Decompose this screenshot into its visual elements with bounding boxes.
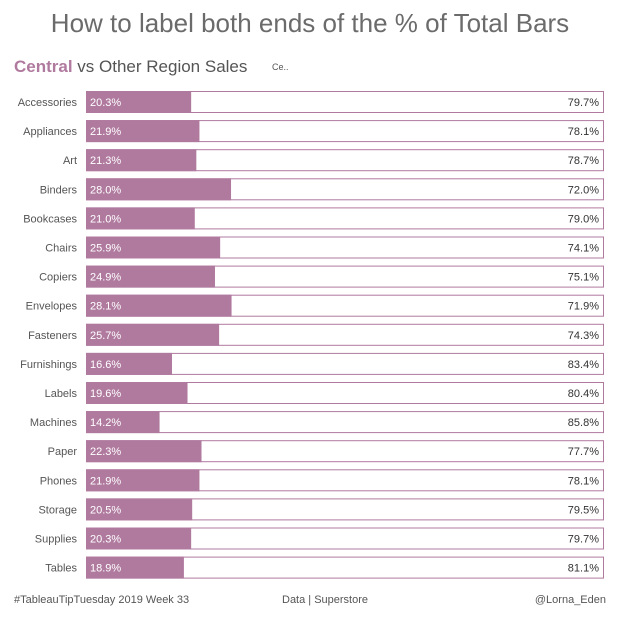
bar-central-bookcases[interactable] [86, 207, 195, 230]
label-central-machines: 14.2% [90, 417, 121, 429]
label-central-fasteners: 25.7% [90, 330, 121, 342]
label-other-fasteners: 74.3% [568, 330, 599, 342]
bar-central-accessories[interactable] [86, 91, 192, 113]
category-label-appliances: Appliances [23, 126, 77, 138]
category-label-bookcases: Bookcases [23, 213, 77, 225]
bar-central-fasteners[interactable] [86, 323, 220, 346]
bar-central-tables[interactable] [86, 556, 184, 579]
chart-subtitle: Central vs Other Region Sales [14, 57, 247, 77]
label-central-binders: 28.0% [90, 184, 121, 196]
footer-data-source: Data | Superstore [282, 594, 369, 606]
bar-central-furnishings[interactable] [86, 352, 172, 375]
bar-central-copiers[interactable] [86, 265, 215, 288]
category-label-accessories: Accessories [18, 97, 78, 109]
bar-central-supplies[interactable] [86, 527, 192, 550]
label-other-furnishings: 83.4% [568, 359, 599, 371]
category-label-furnishings: Furnishings [20, 359, 77, 371]
label-other-chairs: 74.1% [568, 243, 599, 255]
category-label-phones: Phones [40, 475, 78, 487]
label-central-tables: 18.9% [90, 563, 121, 575]
bar-central-chairs[interactable] [86, 236, 221, 259]
category-label-paper: Paper [48, 446, 78, 458]
label-other-binders: 72.0% [568, 184, 599, 196]
label-other-appliances: 78.1% [568, 126, 599, 138]
bar-central-storage[interactable] [86, 498, 193, 521]
subtitle-accent: Central [14, 57, 73, 76]
subtitle-rest: vs Other Region Sales [72, 57, 248, 76]
bar-central-paper[interactable] [86, 440, 202, 463]
bar-other-machines[interactable] [86, 411, 604, 434]
label-central-envelopes: 28.1% [90, 301, 121, 313]
label-other-paper: 77.7% [568, 446, 599, 458]
category-label-copiers: Copiers [39, 272, 77, 284]
label-other-machines: 85.8% [568, 417, 599, 429]
label-central-phones: 21.9% [90, 475, 121, 487]
label-central-storage: 20.5% [90, 504, 121, 516]
label-other-bookcases: 79.0% [568, 213, 599, 225]
category-label-fasteners: Fasteners [28, 330, 77, 342]
label-central-art: 21.3% [90, 155, 121, 167]
category-label-labels: Labels [45, 388, 78, 400]
bar-central-appliances[interactable] [86, 120, 200, 143]
label-central-chairs: 25.9% [90, 243, 121, 255]
label-central-supplies: 20.3% [90, 534, 121, 546]
label-central-copiers: 24.9% [90, 272, 121, 284]
chart-title: How to label both ends of the % of Total… [50, 8, 570, 38]
category-label-storage: Storage [38, 504, 77, 516]
bar-chart: Accessories 20.3% 79.7% Appliances 21.9% 78.1… [18, 91, 604, 579]
label-other-copiers: 75.1% [568, 272, 599, 284]
bar-central-labels[interactable] [86, 382, 188, 404]
label-other-supplies: 79.7% [568, 534, 599, 546]
footer-hashtag: #TableauTipTuesday 2019 Week 33 [14, 594, 190, 606]
category-label-tables: Tables [45, 563, 77, 575]
label-central-paper: 22.3% [90, 446, 121, 458]
category-label-art: Art [63, 155, 77, 167]
label-other-art: 78.7% [568, 155, 599, 167]
bar-central-binders[interactable] [86, 178, 232, 201]
label-central-labels: 19.6% [90, 388, 121, 400]
label-other-labels: 80.4% [568, 388, 599, 400]
label-other-accessories: 79.7% [568, 97, 599, 109]
label-other-phones: 78.1% [568, 475, 599, 487]
bar-central-art[interactable] [86, 149, 197, 172]
category-label-binders: Binders [40, 184, 78, 196]
footer-author: @Lorna_Eden [534, 594, 606, 606]
label-central-bookcases: 21.0% [90, 213, 121, 225]
label-other-storage: 79.5% [568, 504, 599, 516]
label-central-accessories: 20.3% [90, 97, 121, 109]
bar-central-phones[interactable] [86, 469, 200, 492]
category-label-machines: Machines [30, 417, 78, 429]
label-central-appliances: 21.9% [90, 126, 121, 138]
category-label-chairs: Chairs [45, 243, 77, 255]
label-central-furnishings: 16.6% [90, 359, 121, 371]
legend-tag[interactable]: Ce.. [272, 62, 289, 72]
category-label-envelopes: Envelopes [26, 301, 78, 313]
category-label-supplies: Supplies [35, 534, 78, 546]
bar-central-machines[interactable] [86, 411, 160, 434]
label-other-envelopes: 71.9% [568, 301, 599, 313]
label-other-tables: 81.1% [568, 563, 599, 575]
bar-central-envelopes[interactable] [86, 294, 232, 317]
